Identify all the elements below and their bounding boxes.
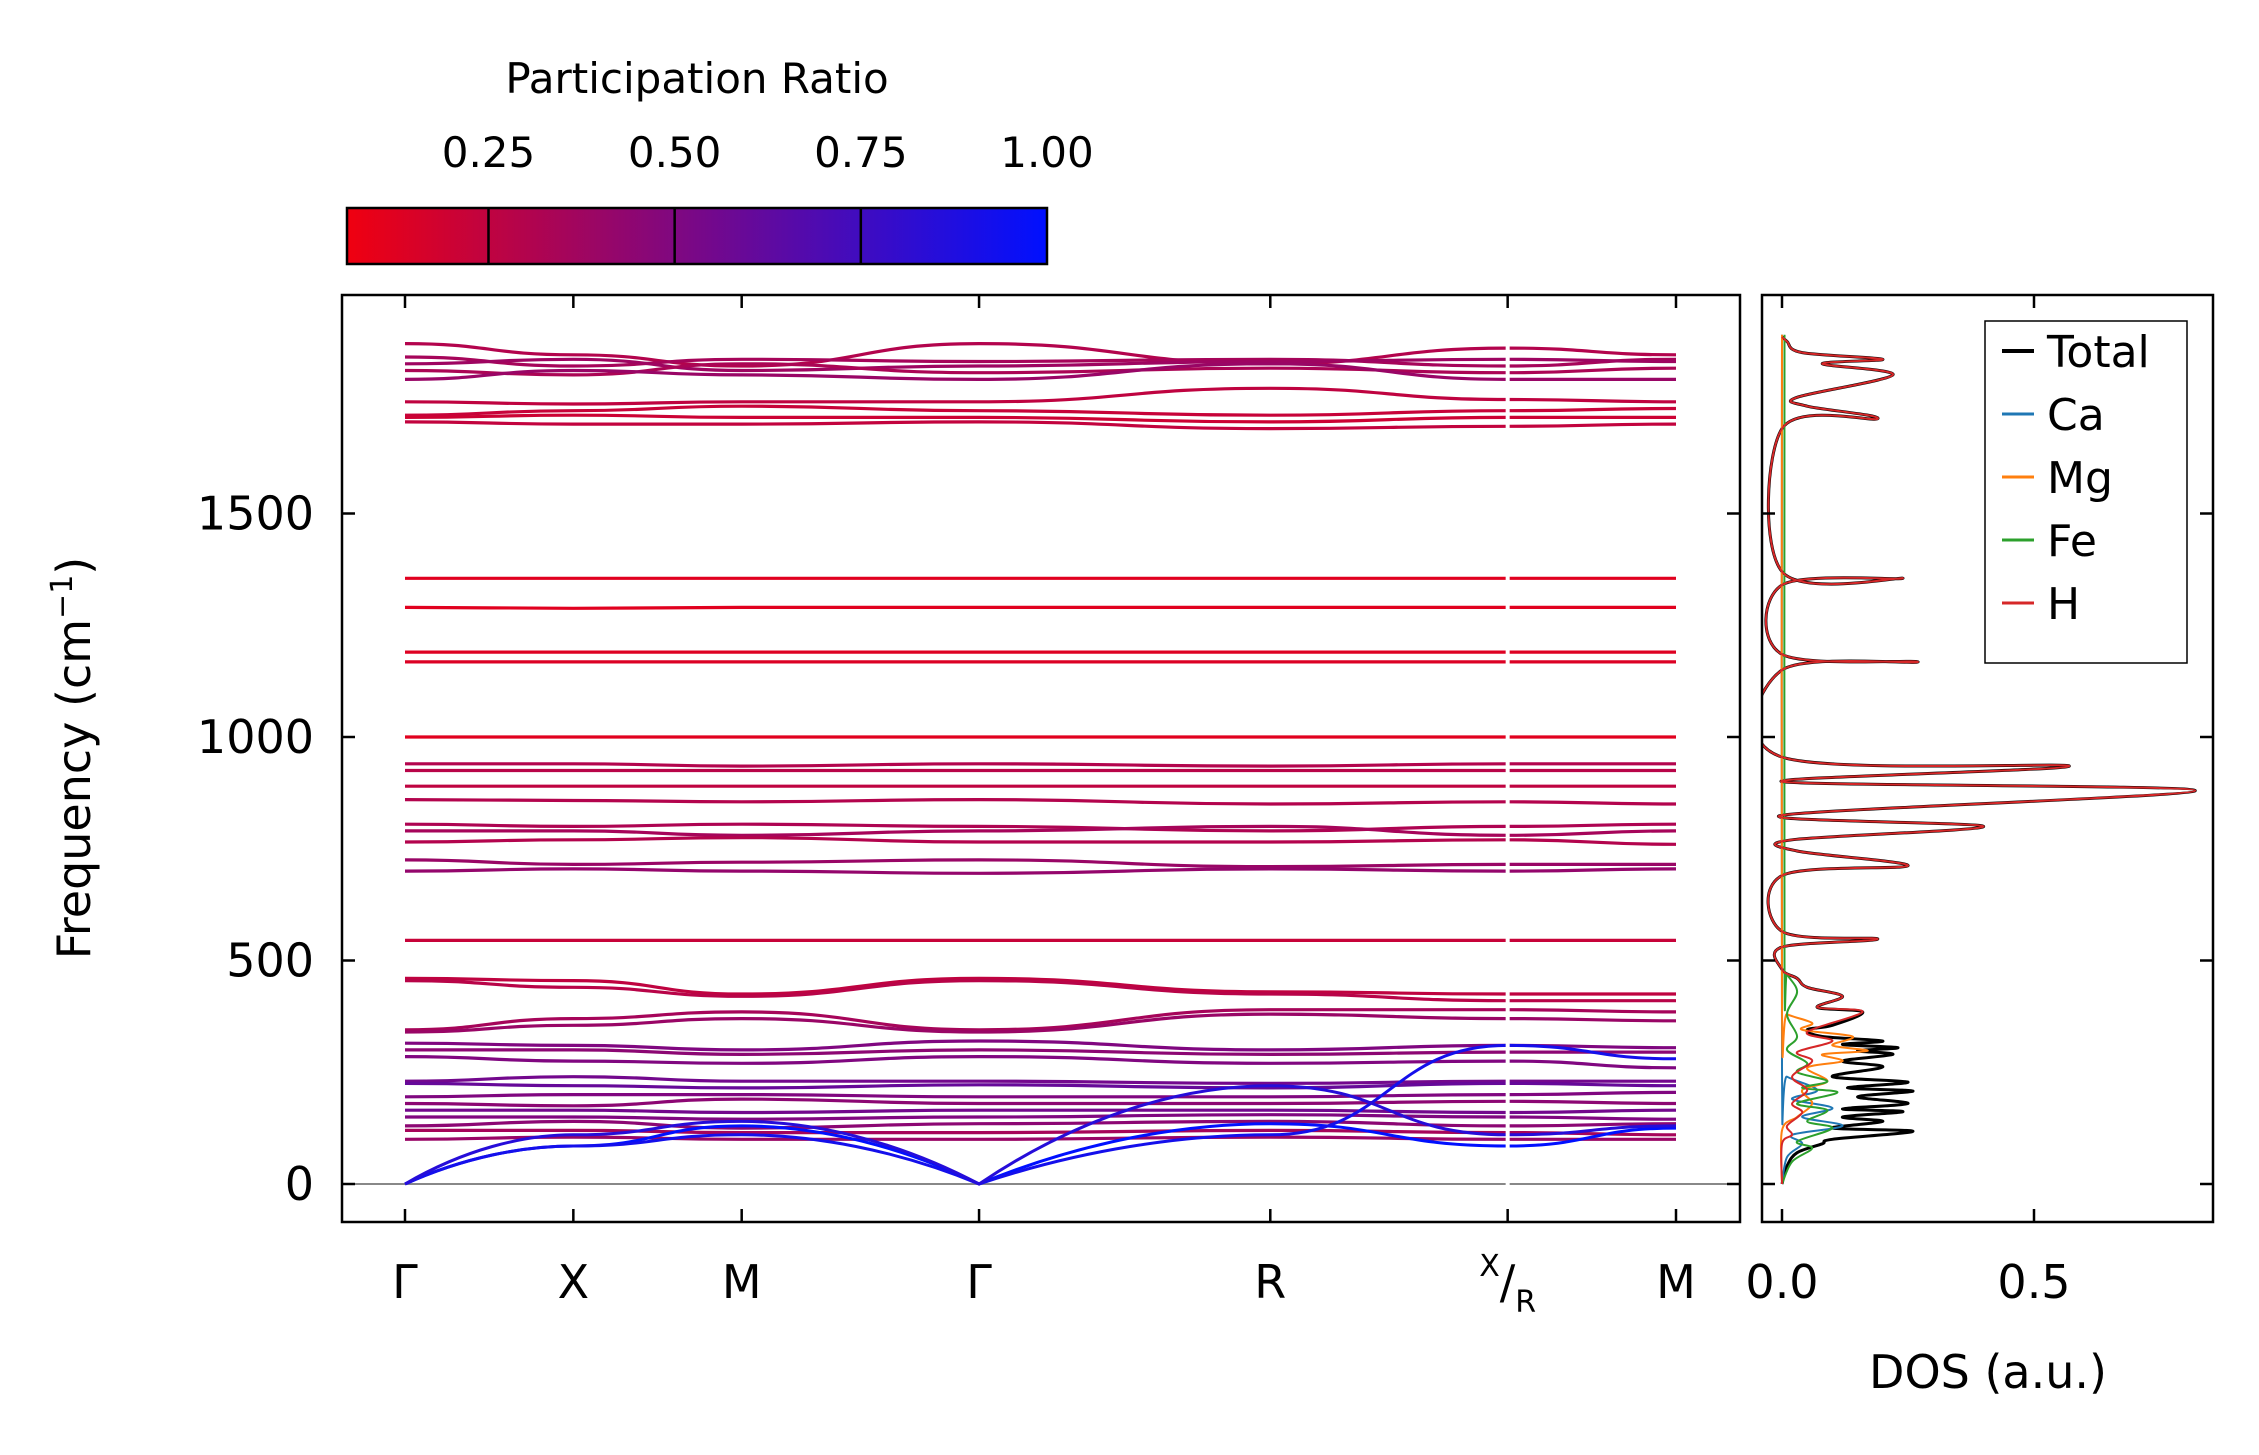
dos-x-tick-label-1: 0.5 — [1997, 1255, 2070, 1309]
x-tick-label-6: M — [1656, 1255, 1696, 1309]
band-line-8 — [404, 413, 1676, 424]
y-tick-label-3: 1500 — [197, 487, 314, 541]
colorbar-tick-label-3: 1.00 — [1000, 128, 1094, 177]
dos-series-mg — [1779, 334, 1869, 1185]
x-tick-label-1: X — [558, 1255, 590, 1309]
x-tick-label-2: M — [722, 1255, 762, 1309]
band-line-5 — [404, 362, 1676, 382]
legend: Total Ca Mg Fe H — [1984, 320, 2188, 664]
band-line-34 — [404, 1090, 1677, 1099]
band-line-22 — [404, 858, 1676, 869]
legend-box — [1984, 320, 2188, 664]
colorbar-tick-label-1: 0.50 — [628, 128, 722, 177]
dos-x-tick-label-0: 0.0 — [1745, 1255, 1818, 1309]
band-line-9 — [404, 420, 1677, 431]
band-line-2 — [404, 355, 1677, 368]
legend-label-h: H — [2047, 579, 2080, 630]
acoustic-2-branch — [404, 1043, 1677, 1186]
y-axis-label: Frequency (cm−1) — [45, 557, 101, 960]
legend-label-mg: Mg — [2047, 453, 2113, 504]
legend-label-total: Total — [2046, 327, 2150, 378]
colorbar-tick-label-2: 0.75 — [814, 128, 908, 177]
x-tick-label-3: Γ — [966, 1255, 992, 1309]
dos-series-fe — [1781, 334, 1839, 1185]
band-line-32 — [404, 1075, 1676, 1086]
band-line-27 — [404, 1008, 1677, 1032]
acoustic-3-branch — [404, 1084, 1677, 1186]
band-line-37 — [405, 1113, 1677, 1121]
band-axes-frame — [340, 293, 1742, 1224]
x-tick-label-0: Γ — [392, 1255, 418, 1309]
band-line-39 — [405, 1128, 1677, 1137]
band-line-15 — [404, 762, 1676, 768]
legend-label-fe: Fe — [2047, 516, 2097, 567]
band-line-1 — [404, 341, 1677, 368]
band-line-31 — [404, 1054, 1677, 1070]
band-line-20 — [405, 824, 1677, 837]
band-line-11 — [404, 605, 1676, 610]
dos-panel: 0.0 0.5 DOS (a.u.) Total Ca Mg Fe H — [1745, 293, 2215, 1399]
band-line-4 — [404, 362, 1677, 377]
colorbar: Participation Ratio 0.25 0.50 0.75 1.00 — [345, 54, 1094, 266]
band-line-6 — [404, 386, 1677, 406]
band-line-36 — [405, 1108, 1677, 1115]
colorbar-gradient — [345, 206, 1049, 266]
dos-axes-frame — [1760, 293, 2215, 1224]
band-line-7 — [404, 404, 1677, 417]
band-line-40 — [404, 1135, 1676, 1141]
band-line-35 — [404, 1097, 1677, 1108]
dos-x-axis-label: DOS (a.u.) — [1869, 1345, 2107, 1399]
band-line-3 — [404, 357, 1677, 373]
y-tick-label-1: 500 — [226, 934, 314, 988]
band-line-23 — [404, 867, 1677, 875]
band-line-19 — [404, 822, 1677, 833]
band-line-25 — [404, 976, 1677, 996]
band-structure-panel: Γ X M Γ R X/R M 0 500 1000 1500 Frequency (cm−1) — [45, 293, 1742, 1320]
band-line-28 — [404, 1012, 1677, 1034]
band-line-38 — [404, 1119, 1677, 1130]
colorbar-title: Participation Ratio — [505, 54, 888, 103]
y-tick-label-2: 1000 — [197, 710, 314, 764]
x-tick-label-5: X/R — [1479, 1249, 1536, 1320]
colorbar-tick-label-0: 0.25 — [442, 128, 536, 177]
y-tick-label-0: 0 — [285, 1157, 314, 1211]
band-line-26 — [404, 978, 1676, 1003]
dos-series-h — [1762, 336, 2197, 1185]
band-line-33 — [404, 1081, 1677, 1090]
band-line-21 — [404, 835, 1677, 846]
band-line-30 — [405, 1048, 1676, 1057]
legend-label-ca: Ca — [2047, 390, 2105, 441]
band-line-18 — [404, 797, 1677, 806]
x-tick-label-4: R — [1254, 1255, 1286, 1309]
